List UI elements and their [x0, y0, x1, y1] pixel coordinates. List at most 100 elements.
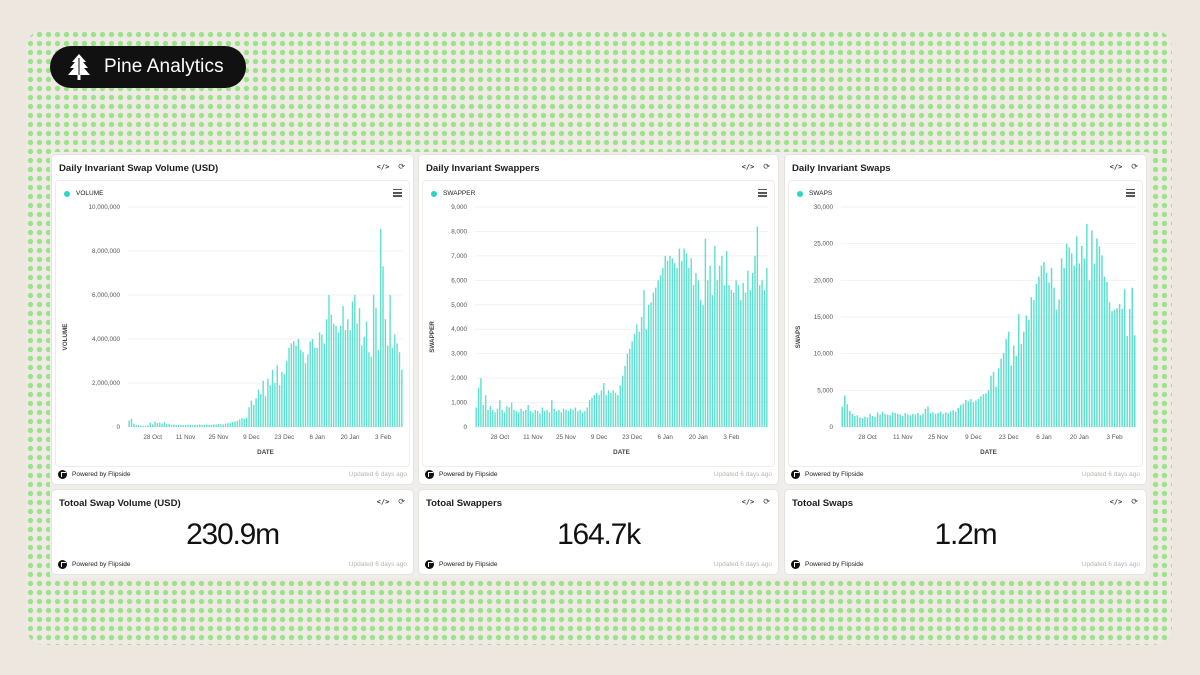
bar[interactable] [238, 419, 241, 427]
bar[interactable] [489, 406, 492, 427]
bar[interactable] [1070, 253, 1073, 427]
bar[interactable] [295, 345, 297, 427]
bar[interactable] [985, 393, 987, 427]
bar[interactable] [569, 408, 572, 427]
bar[interactable] [506, 406, 508, 427]
bar[interactable] [869, 413, 871, 427]
bar[interactable] [283, 374, 286, 427]
bar[interactable] [278, 385, 281, 427]
bar[interactable] [612, 390, 614, 427]
bar[interactable] [591, 397, 593, 427]
bar[interactable] [647, 304, 650, 427]
bar[interactable] [328, 295, 330, 427]
bar[interactable] [942, 413, 944, 427]
bar[interactable] [756, 226, 759, 427]
bar[interactable] [168, 423, 170, 427]
bar[interactable] [645, 329, 648, 427]
bar[interactable] [751, 273, 754, 427]
bar[interactable] [1028, 319, 1030, 427]
bar[interactable] [1106, 281, 1108, 427]
bar[interactable] [947, 413, 949, 427]
bar[interactable] [997, 368, 1000, 427]
bar[interactable] [260, 394, 262, 427]
bar[interactable] [487, 409, 489, 427]
bar[interactable] [1035, 284, 1038, 427]
bar[interactable] [650, 302, 652, 427]
bar[interactable] [861, 418, 864, 427]
refresh-icon[interactable]: ⟳ [763, 497, 770, 506]
bar[interactable] [499, 400, 501, 427]
bar[interactable] [692, 285, 695, 427]
bar[interactable] [1038, 276, 1040, 427]
bar[interactable] [957, 407, 959, 427]
bar[interactable] [377, 350, 380, 427]
bar[interactable] [704, 238, 707, 427]
bar[interactable] [909, 415, 912, 427]
embed-code-icon[interactable]: </> [376, 498, 390, 506]
bar[interactable] [1053, 287, 1055, 427]
bar[interactable] [243, 418, 246, 427]
bar[interactable] [389, 295, 391, 427]
bar[interactable] [1121, 308, 1123, 427]
bar[interactable] [175, 425, 177, 427]
bar[interactable] [182, 425, 184, 427]
bar[interactable] [919, 415, 922, 427]
bar[interactable] [659, 275, 662, 427]
bar[interactable] [396, 343, 398, 427]
bar[interactable] [1091, 230, 1093, 427]
bar[interactable] [586, 407, 588, 427]
bar[interactable] [640, 317, 643, 427]
chart-legend[interactable]: SWAPS [797, 190, 832, 197]
bar[interactable] [140, 425, 142, 427]
bar[interactable] [1131, 287, 1133, 427]
bar[interactable] [151, 424, 154, 427]
bar[interactable] [763, 290, 766, 427]
bar[interactable] [1033, 300, 1035, 427]
bar[interactable] [1118, 303, 1121, 427]
bar[interactable] [513, 409, 515, 427]
bar[interactable] [605, 395, 607, 427]
bar[interactable] [307, 354, 309, 427]
bar[interactable] [173, 424, 175, 427]
bar[interactable] [681, 260, 683, 427]
bar[interactable] [707, 280, 709, 427]
bar[interactable] [401, 369, 403, 427]
bar[interactable] [638, 331, 640, 427]
bar[interactable] [293, 341, 295, 427]
bar[interactable] [581, 412, 584, 427]
bar[interactable] [595, 392, 598, 427]
bar[interactable] [1078, 263, 1081, 427]
bar[interactable] [754, 255, 756, 427]
menu-icon[interactable] [393, 189, 402, 199]
bar[interactable] [744, 292, 747, 427]
powered-by[interactable]: Powered by Flipside [58, 559, 131, 569]
bar[interactable] [886, 414, 889, 427]
bar[interactable] [518, 412, 520, 427]
bar[interactable] [1116, 308, 1118, 427]
bar[interactable] [248, 407, 250, 427]
bar[interactable] [560, 412, 562, 427]
bar[interactable] [276, 365, 278, 427]
bar[interactable] [224, 423, 227, 427]
bar[interactable] [1005, 339, 1007, 427]
bar[interactable] [351, 301, 354, 427]
powered-by[interactable]: Powered by Flipside [425, 559, 498, 569]
bar[interactable] [201, 425, 203, 427]
bar[interactable] [666, 260, 669, 427]
bar[interactable] [297, 339, 300, 427]
bar[interactable] [912, 413, 914, 427]
bar[interactable] [673, 263, 676, 427]
bar[interactable] [1063, 267, 1065, 427]
bar[interactable] [643, 290, 645, 427]
bar[interactable] [965, 399, 967, 427]
bar[interactable] [311, 339, 314, 427]
bar[interactable] [714, 246, 716, 427]
bar[interactable] [269, 385, 271, 427]
bar[interactable] [271, 369, 274, 427]
refresh-icon[interactable]: ⟳ [1131, 162, 1138, 171]
bar[interactable] [267, 378, 269, 427]
bar[interactable] [484, 395, 487, 427]
bar[interactable] [361, 345, 363, 427]
bar[interactable] [264, 396, 267, 427]
bar[interactable] [932, 412, 934, 427]
